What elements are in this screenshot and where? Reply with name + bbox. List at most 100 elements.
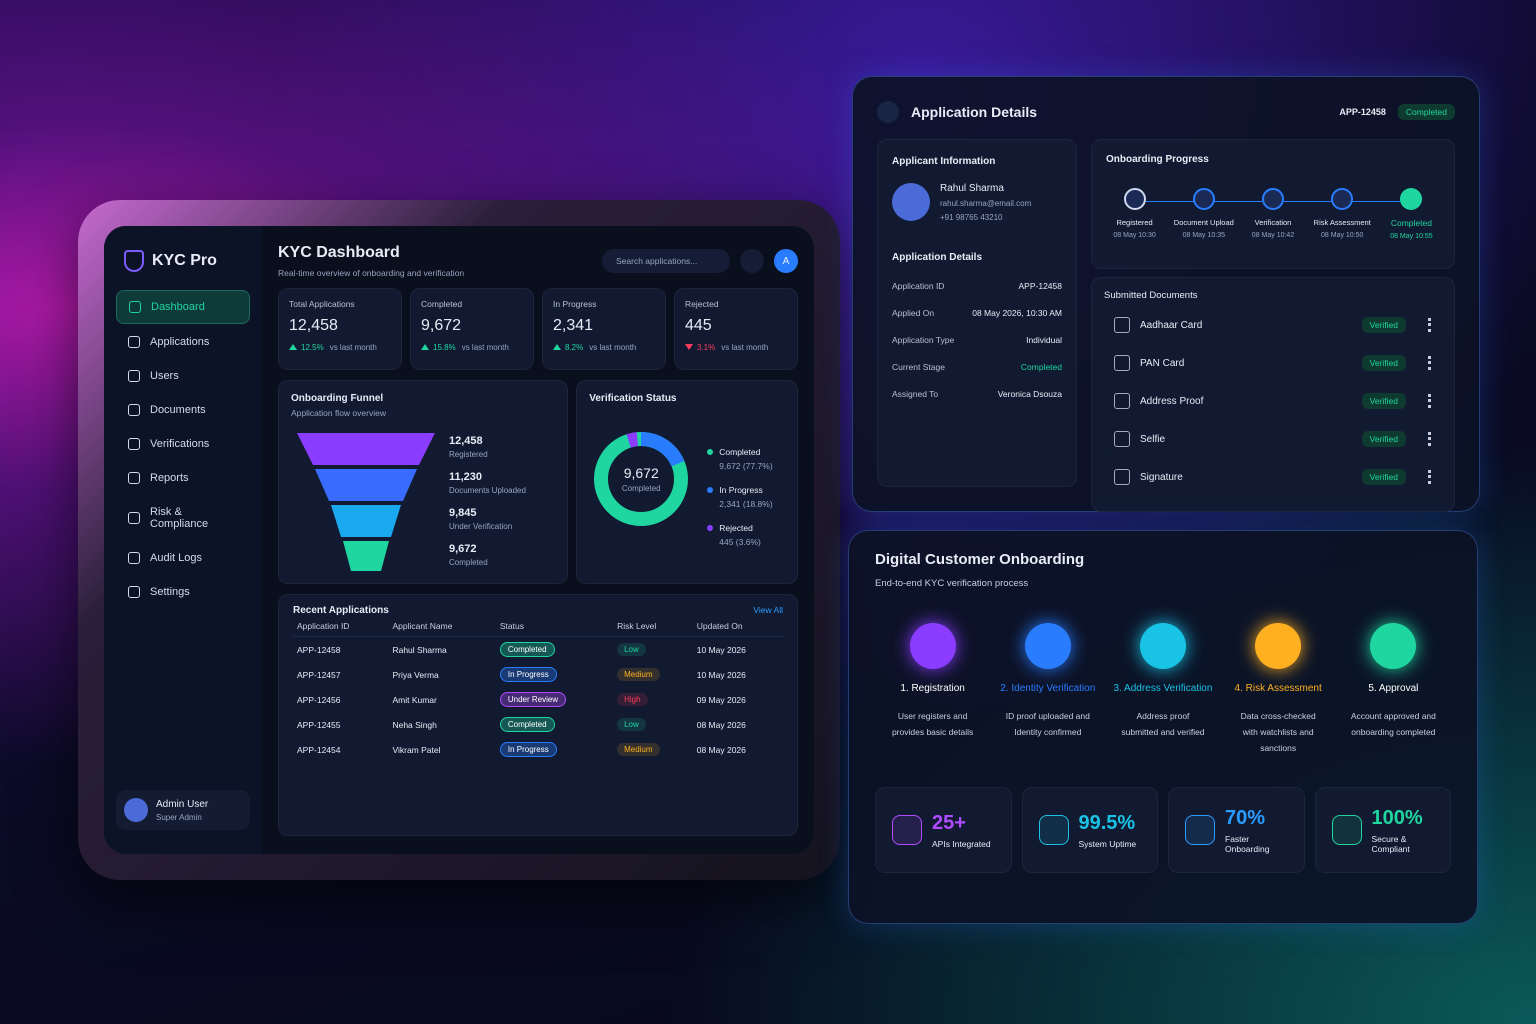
stats: Total Applications 12,458 12.5% vs last mon… (278, 288, 798, 370)
doc-menu[interactable] (1428, 394, 1432, 408)
step-label: Completed (1390, 218, 1432, 228)
verification-title: Verification Status (589, 393, 677, 404)
nav: Dashboard Applications Users Documents Verif… (116, 290, 250, 610)
donut-center: 9,672 Completed (591, 465, 691, 493)
step-desc: ID proof uploaded and Identity confirmed (1005, 711, 1090, 738)
onboarding-step: 1. Registration User registers and provid… (875, 623, 990, 773)
nav-icon (128, 472, 140, 484)
document-row[interactable]: Address Proof Verified (1104, 385, 1442, 417)
doc-icon (1114, 355, 1130, 371)
stat-value: 445 (685, 317, 712, 334)
metric-label: System Uptime (1078, 838, 1137, 849)
funnel (297, 433, 435, 571)
updated-on: 10 May 2026 (696, 644, 746, 655)
stat-card: Completed 9,672 15.8% vs last month (410, 288, 534, 370)
subtitle: Real-time overview of onboarding and ver… (278, 268, 465, 278)
nav-item[interactable]: Applications (116, 326, 250, 358)
step-title: 1. Registration (900, 683, 965, 694)
nav-label: Verifications (150, 438, 210, 450)
onboarding-subtitle: End-to-end KYC verification process (875, 578, 1029, 589)
trend-arrow (421, 344, 429, 350)
recent-card: Recent Applications View All Application … (278, 594, 798, 836)
info-row: Assigned To Veronica Dsouza (892, 389, 1062, 399)
app-id: APP-12454 (297, 744, 341, 755)
nav-item[interactable]: Risk & Compliance (116, 496, 250, 540)
app-id: APP-12458 (1339, 107, 1386, 117)
stat-change: 15.8% vs last month (421, 343, 523, 352)
step-icon (1024, 623, 1071, 669)
table-row[interactable]: APP-12454 Vikram Patel In Progress Medium 08… (293, 737, 783, 762)
doc-menu[interactable] (1428, 318, 1432, 332)
metric-card: 70% Faster Onboarding (1168, 787, 1305, 873)
document-row[interactable]: PAN Card Verified (1104, 347, 1442, 379)
document-row[interactable]: Signature Verified (1104, 461, 1442, 493)
step-node (1192, 188, 1215, 210)
updated-on: 08 May 2026 (696, 719, 746, 730)
stat-card: Rejected 445 3.1% vs last month (674, 288, 798, 370)
change-value: 3.1% (697, 343, 716, 352)
doc-icon (1114, 431, 1130, 447)
nav-label: Reports (150, 472, 189, 484)
risk-cell: Medium (613, 662, 693, 687)
info-rows: Application ID APP-12458 Applied On 08 May … (892, 281, 1062, 399)
nav-label: Risk & Compliance (150, 506, 209, 530)
nav-item[interactable]: Users (116, 360, 250, 392)
doc-menu[interactable] (1428, 356, 1432, 370)
bell[interactable] (740, 249, 764, 273)
status-pill: In Progress (499, 742, 557, 757)
nav-label: Settings (150, 586, 190, 598)
funnel-stage-label: Under Verification (449, 522, 513, 531)
applicant-name: Neha Singh (392, 719, 437, 730)
nav-label: Audit Logs (150, 552, 202, 564)
step-time: 08 May 10:42 (1251, 232, 1295, 239)
nav-item[interactable]: Audit Logs (116, 542, 250, 574)
app-id: APP-12457 (297, 669, 341, 680)
legend-dot (707, 525, 714, 531)
nav-item[interactable]: Reports (116, 462, 250, 494)
doc-status: Verified (1361, 469, 1406, 485)
step-desc: Address proof submitted and verified (1121, 711, 1205, 738)
nav-item[interactable]: Verifications (116, 428, 250, 460)
user-card[interactable]: Admin User Super Admin (116, 790, 250, 830)
applicant-email: rahul.sharma@email.com (940, 199, 1032, 208)
search[interactable]: Search applications... (602, 249, 730, 273)
table-row[interactable]: APP-12455 Neha Singh Completed Low 08 May 20… (293, 712, 783, 737)
doc-menu[interactable] (1428, 432, 1432, 446)
funnel-card: Onboarding Funnel Application flow overv… (278, 380, 569, 584)
brand: KYC Pro (124, 250, 250, 272)
nav-item[interactable]: Settings (116, 576, 250, 608)
status-cell: Under Review (496, 687, 613, 712)
info-value: 08 May 2026, 10:30 AM (972, 308, 1062, 318)
avatar[interactable]: A (774, 249, 798, 273)
info-value: Completed (1020, 362, 1062, 372)
nav-label: Documents (150, 404, 206, 416)
view-all[interactable]: View All (753, 605, 783, 615)
back-button[interactable] (877, 101, 899, 123)
table-row[interactable]: APP-12456 Amit Kumar Under Review High 09 Ma… (293, 687, 783, 712)
stat-change: 3.1% vs last month (685, 343, 787, 352)
info-value: Individual (1026, 335, 1062, 345)
change-note: vs last month (589, 343, 637, 352)
change-note: vs last month (721, 343, 769, 352)
risk-cell: High (613, 687, 693, 712)
info-row: Application Type Individual (892, 335, 1062, 345)
table-row[interactable]: APP-12457 Priya Verma In Progress Medium 10 … (293, 662, 783, 687)
metric-value: 99.5% (1078, 811, 1136, 834)
table-row[interactable]: APP-12458 Rahul Sharma Completed Low 10 May … (293, 637, 783, 663)
doc-menu[interactable] (1428, 470, 1432, 484)
metric-icon (1185, 815, 1215, 845)
stat-value: 9,672 (421, 317, 462, 334)
nav-item[interactable]: Documents (116, 394, 250, 426)
updated-on: 09 May 2026 (696, 694, 746, 705)
table-body: APP-12458 Rahul Sharma Completed Low 10 May … (293, 637, 783, 763)
metric-value: 25+ (932, 811, 966, 834)
legend-row: In Progress (707, 485, 772, 495)
document-row[interactable]: Selfie Verified (1104, 423, 1442, 455)
status-cell: Completed (496, 637, 613, 663)
funnel-stage-label: Completed (449, 558, 488, 567)
funnel-subtitle: Application flow overview (291, 408, 386, 418)
document-row[interactable]: Aadhaar Card Verified (1104, 309, 1442, 341)
donut (594, 432, 689, 526)
nav-item[interactable]: Dashboard (116, 290, 250, 324)
donut-arc (594, 432, 689, 526)
